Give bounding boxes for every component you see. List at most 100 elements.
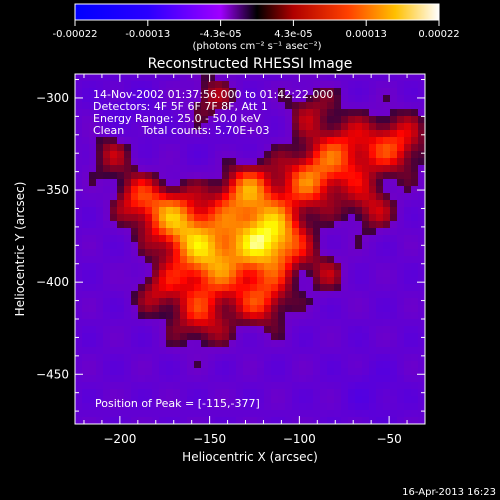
heatmap-cell bbox=[124, 186, 132, 194]
heatmap-cell bbox=[208, 326, 216, 334]
heatmap-cell bbox=[348, 123, 356, 131]
heatmap-cell bbox=[355, 172, 363, 180]
heatmap-cell bbox=[257, 88, 265, 96]
heatmap-cell bbox=[376, 319, 384, 327]
heatmap-cell bbox=[348, 347, 356, 355]
heatmap-cell bbox=[264, 165, 272, 173]
heatmap-cell bbox=[194, 214, 202, 222]
heatmap-cell bbox=[201, 123, 209, 131]
heatmap-cell bbox=[96, 102, 104, 110]
heatmap-cell bbox=[341, 137, 349, 145]
heatmap-cell bbox=[243, 263, 251, 271]
heatmap-cell bbox=[264, 158, 272, 166]
heatmap-cell bbox=[264, 417, 272, 424]
heatmap-cell bbox=[369, 326, 377, 334]
heatmap-cell bbox=[264, 151, 272, 159]
heatmap-cell bbox=[166, 186, 174, 194]
heatmap-cell bbox=[159, 256, 167, 264]
heatmap-cell bbox=[243, 137, 251, 145]
heatmap-cell bbox=[194, 249, 202, 257]
heatmap-cell bbox=[152, 221, 160, 229]
heatmap-cell bbox=[271, 151, 279, 159]
heatmap-cell bbox=[89, 221, 97, 229]
heatmap-cell bbox=[278, 410, 286, 418]
heatmap-cell bbox=[173, 305, 181, 313]
heatmap-cell bbox=[236, 228, 244, 236]
heatmap-cell bbox=[362, 375, 370, 383]
heatmap-cell bbox=[145, 102, 153, 110]
heatmap-cell bbox=[327, 214, 335, 222]
heatmap-cell bbox=[159, 95, 167, 103]
heatmap-cell bbox=[82, 270, 90, 278]
heatmap-cell bbox=[404, 340, 412, 348]
heatmap-cell bbox=[194, 298, 202, 306]
heatmap-cell bbox=[355, 263, 363, 271]
heatmap-cell bbox=[194, 193, 202, 201]
heatmap-cell bbox=[404, 109, 412, 117]
heatmap-cell bbox=[117, 137, 125, 145]
heatmap-cell bbox=[313, 347, 321, 355]
heatmap-cell bbox=[145, 319, 153, 327]
heatmap-cell bbox=[376, 172, 384, 180]
heatmap-cell bbox=[187, 249, 195, 257]
heatmap-cell bbox=[292, 270, 300, 278]
heatmap-cell bbox=[124, 102, 132, 110]
heatmap-cell bbox=[278, 221, 286, 229]
heatmap-cell bbox=[362, 368, 370, 376]
heatmap-cell bbox=[292, 354, 300, 362]
heatmap-cell bbox=[89, 417, 97, 424]
heatmap-cell bbox=[362, 158, 370, 166]
heatmap-cell bbox=[96, 158, 104, 166]
heatmap-cell bbox=[397, 186, 405, 194]
heatmap-cell bbox=[103, 116, 111, 124]
heatmap-cell bbox=[257, 151, 265, 159]
heatmap-cell bbox=[313, 158, 321, 166]
heatmap-cell bbox=[341, 158, 349, 166]
heatmap-cell bbox=[201, 368, 209, 376]
heatmap-cell bbox=[327, 172, 335, 180]
heatmap-cell bbox=[124, 375, 132, 383]
heatmap-cell bbox=[180, 354, 188, 362]
heatmap-cell bbox=[271, 172, 279, 180]
heatmap-cell bbox=[138, 228, 146, 236]
heatmap-cell bbox=[229, 102, 237, 110]
heatmap-cell bbox=[208, 396, 216, 404]
heatmap-cell bbox=[299, 368, 307, 376]
heatmap-cell bbox=[180, 158, 188, 166]
heatmap-cell bbox=[180, 410, 188, 418]
heatmap-cell bbox=[89, 403, 97, 411]
heatmap-cell bbox=[166, 221, 174, 229]
heatmap-cell bbox=[362, 193, 370, 201]
heatmap-cell bbox=[264, 88, 272, 96]
heatmap-cell bbox=[187, 256, 195, 264]
heatmap-cell bbox=[320, 102, 328, 110]
heatmap-cell bbox=[89, 319, 97, 327]
heatmap-cell bbox=[243, 207, 251, 215]
heatmap-cell bbox=[397, 228, 405, 236]
heatmap-cell bbox=[103, 179, 111, 187]
heatmap-cell bbox=[327, 207, 335, 215]
heatmap-cell bbox=[180, 144, 188, 152]
heatmap-cell bbox=[166, 375, 174, 383]
heatmap-cell bbox=[110, 333, 118, 341]
heatmap-cell bbox=[278, 396, 286, 404]
heatmap-cell bbox=[320, 88, 328, 96]
heatmap-cell bbox=[194, 410, 202, 418]
heatmap-cell bbox=[271, 123, 279, 131]
heatmap-cell bbox=[96, 305, 104, 313]
heatmap-cell bbox=[229, 214, 237, 222]
heatmap-cell bbox=[306, 221, 314, 229]
heatmap-cell bbox=[243, 172, 251, 180]
heatmap-cell bbox=[411, 179, 419, 187]
plot-frame bbox=[74, 73, 426, 425]
heatmap-cell bbox=[292, 235, 300, 243]
heatmap-cell bbox=[131, 214, 139, 222]
heatmap-cell bbox=[390, 228, 398, 236]
heatmap-cell bbox=[166, 102, 174, 110]
heatmap-cell bbox=[320, 165, 328, 173]
heatmap-cell bbox=[355, 361, 363, 369]
heatmap-cell bbox=[194, 312, 202, 320]
heatmap-cell bbox=[222, 74, 230, 82]
heatmap-cell bbox=[348, 277, 356, 285]
heatmap-cell bbox=[159, 207, 167, 215]
